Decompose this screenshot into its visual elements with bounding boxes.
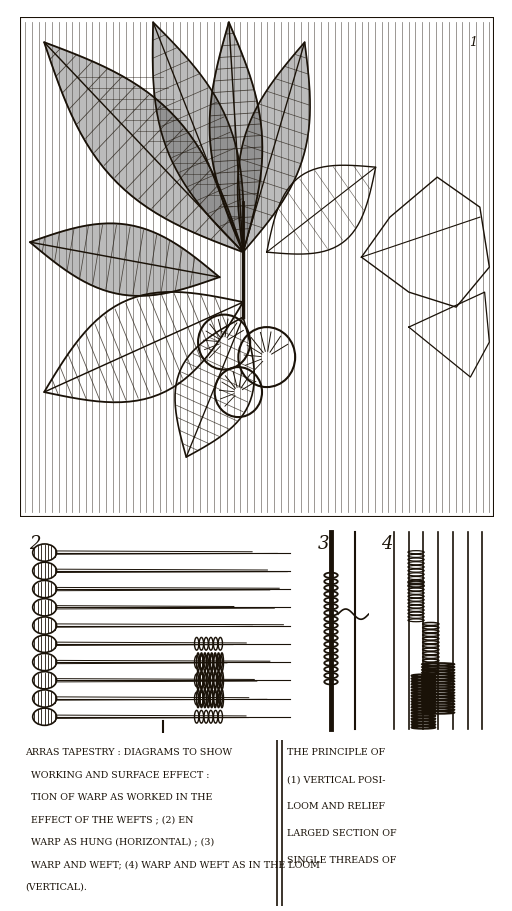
Circle shape [33,709,56,725]
Text: WARP AS HUNG (HORIZONTAL) ; (3): WARP AS HUNG (HORIZONTAL) ; (3) [25,837,215,845]
Polygon shape [30,224,219,297]
Text: (1) VERTICAL POSI-: (1) VERTICAL POSI- [287,774,385,783]
Circle shape [33,672,56,689]
Circle shape [33,654,56,670]
Polygon shape [153,23,244,253]
Circle shape [33,581,56,598]
Text: WARP AND WEFT; (4) WARP AND WEFT AS IN THE LOOM: WARP AND WEFT; (4) WARP AND WEFT AS IN T… [25,859,320,868]
Text: LARGED SECTION OF: LARGED SECTION OF [287,828,396,837]
Circle shape [33,545,56,561]
Circle shape [33,618,56,634]
Text: 1: 1 [470,36,478,48]
Text: THE PRINCIPLE OF: THE PRINCIPLE OF [287,747,385,756]
Circle shape [33,563,56,579]
Text: (VERTICAL).: (VERTICAL). [25,882,87,891]
Text: SINGLE THREADS OF: SINGLE THREADS OF [287,855,396,865]
Text: 2: 2 [29,535,40,552]
Text: 4: 4 [381,535,393,552]
Text: 3: 3 [317,535,329,552]
Polygon shape [238,43,310,253]
Circle shape [33,636,56,652]
Circle shape [33,599,56,616]
Polygon shape [44,43,243,253]
Polygon shape [209,23,262,253]
Text: WORKING AND SURFACE EFFECT :: WORKING AND SURFACE EFFECT : [25,770,210,779]
Circle shape [33,691,56,707]
Text: ARRAS TAPESTRY : DIAGRAMS TO SHOW: ARRAS TAPESTRY : DIAGRAMS TO SHOW [25,747,232,756]
Text: TION OF WARP AS WORKED IN THE: TION OF WARP AS WORKED IN THE [25,792,212,801]
Text: EFFECT OF THE WEFTS ; (2) EN: EFFECT OF THE WEFTS ; (2) EN [25,814,194,824]
Text: LOOM AND RELIEF: LOOM AND RELIEF [287,802,385,810]
